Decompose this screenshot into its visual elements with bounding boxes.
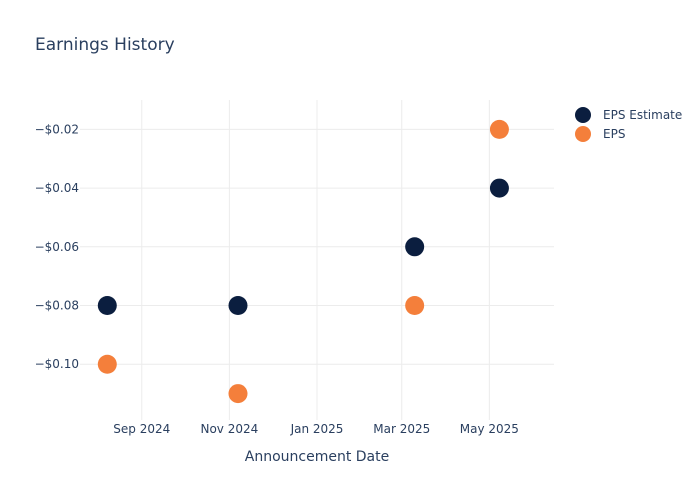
legend: EPS Estimate EPS: [575, 107, 682, 142]
x-tick-label: May 2025: [460, 422, 519, 436]
y-tick-label: −$0.04: [35, 181, 79, 195]
x-tick-label: Jan 2025: [290, 422, 344, 436]
eps-estimate-point[interactable]: [405, 237, 425, 257]
legend-swatch-eps: [575, 126, 591, 142]
eps-point[interactable]: [405, 296, 425, 316]
eps-estimate-point[interactable]: [489, 178, 509, 198]
legend-item-eps-estimate[interactable]: EPS Estimate: [575, 107, 682, 123]
y-tick-label: −$0.02: [35, 122, 79, 136]
eps-point[interactable]: [228, 384, 248, 404]
eps-estimate-point[interactable]: [228, 296, 248, 316]
data-points: [97, 119, 509, 404]
grid-layer: [80, 100, 554, 420]
legend-item-eps[interactable]: EPS: [575, 126, 625, 142]
chart-title: Earnings History: [35, 35, 175, 55]
legend-swatch-eps-estimate: [575, 107, 591, 123]
x-axis-ticks: Sep 2024 Nov 2024 Jan 2025 Mar 2025 May 2025: [113, 422, 519, 436]
y-tick-label: −$0.08: [35, 299, 79, 313]
x-tick-label: Sep 2024: [113, 422, 170, 436]
x-tick-label: Mar 2025: [373, 422, 430, 436]
y-axis-ticks: −$0.02 −$0.04 −$0.06 −$0.08 −$0.10: [35, 122, 79, 371]
eps-point[interactable]: [489, 119, 509, 139]
y-tick-label: −$0.10: [35, 357, 79, 371]
eps-point[interactable]: [97, 354, 117, 374]
y-tick-label: −$0.06: [35, 240, 79, 254]
legend-label-eps: EPS: [603, 127, 625, 141]
x-axis-title: Announcement Date: [245, 449, 389, 465]
eps-estimate-point[interactable]: [97, 296, 117, 316]
legend-label-eps-estimate: EPS Estimate: [603, 108, 682, 122]
x-tick-label: Nov 2024: [200, 422, 258, 436]
